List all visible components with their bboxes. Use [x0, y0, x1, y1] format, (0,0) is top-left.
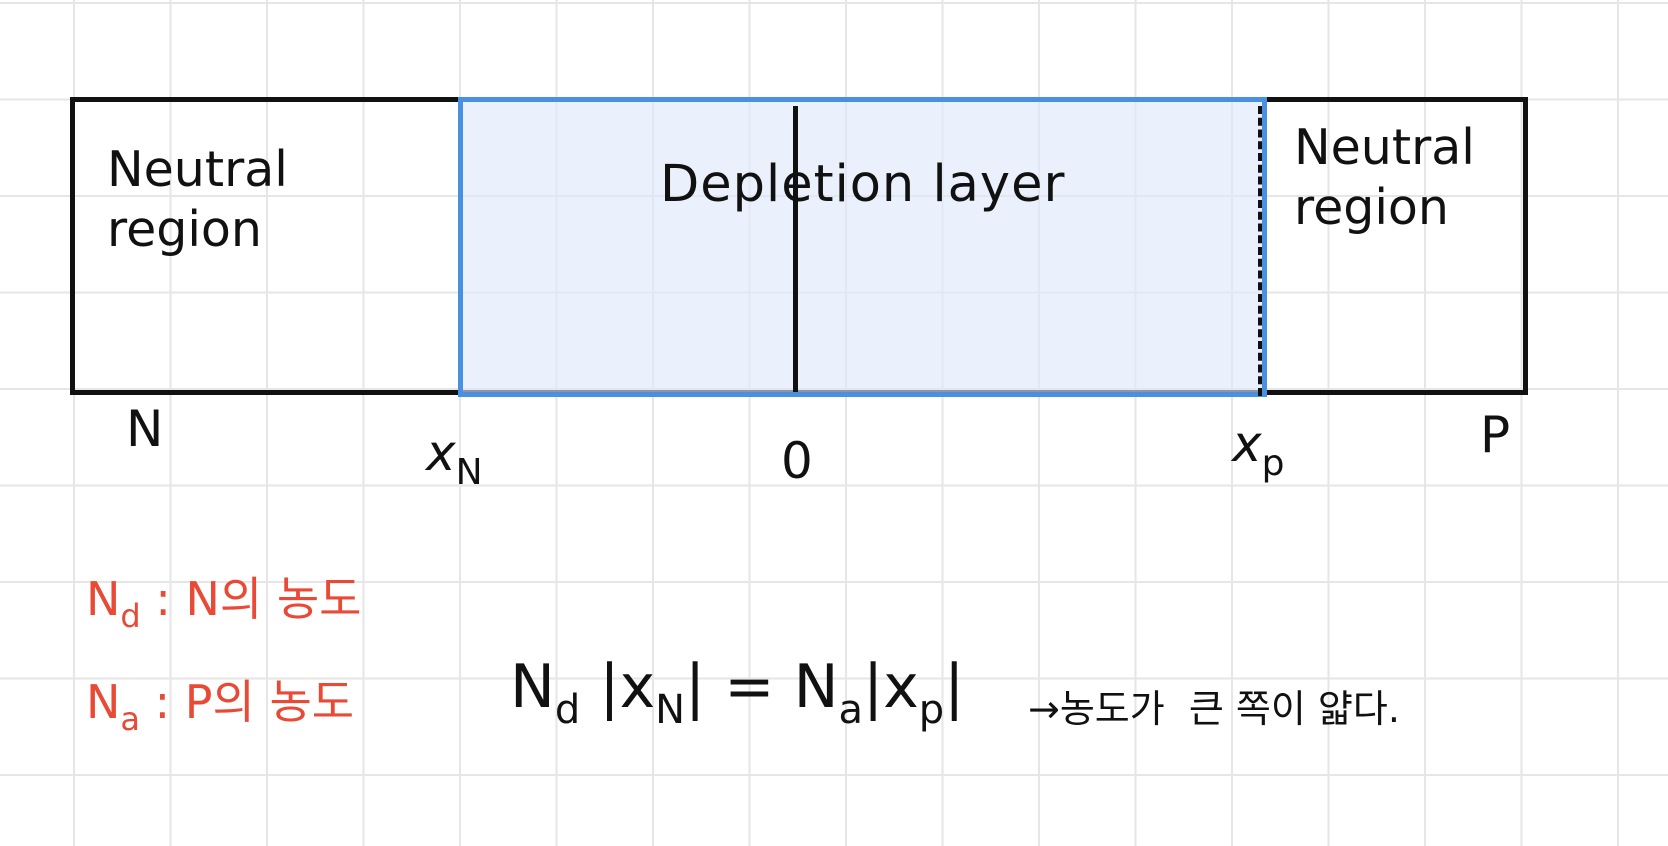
xp-symbol: x: [1232, 415, 1262, 473]
eq-part-1: N: [510, 652, 555, 722]
n-neutral-region-label: Neutral region: [107, 141, 288, 258]
eq-sub-2: N: [655, 687, 685, 733]
eq-sub-1: d: [554, 687, 581, 733]
legend-nd-symbol: N: [86, 572, 121, 626]
depletion-region-highlight: [458, 97, 1267, 397]
xp-boundary-label: xp: [1232, 419, 1284, 482]
eq-part-5: |: [944, 652, 965, 722]
metallurgical-junction-line: [793, 106, 798, 392]
n-side-label: N: [126, 400, 164, 458]
legend-nd: Nd : N의 농도: [86, 576, 361, 632]
xp-subscript: p: [1261, 443, 1285, 484]
p-side-label: P: [1480, 406, 1511, 464]
legend-na: Na : P의 농도: [86, 679, 354, 735]
legend-nd-subscript: d: [120, 597, 141, 635]
xp-boundary-dashes: [1258, 106, 1262, 396]
eq-part-3: | = N: [685, 652, 839, 722]
xn-symbol: x: [426, 424, 456, 482]
legend-nd-text: : N의 농도: [140, 572, 362, 626]
legend-na-symbol: N: [86, 675, 121, 729]
eq-part-4: |x: [863, 652, 919, 722]
xn-subscript: N: [455, 452, 483, 493]
p-neutral-region-label: Neutral region: [1294, 119, 1475, 236]
legend-na-subscript: a: [120, 700, 141, 738]
xn-boundary-label: xN: [426, 428, 483, 491]
legend-na-text: : P의 농도: [140, 675, 355, 729]
origin-label: 0: [781, 432, 813, 490]
equation-conclusion: →농도가 큰 쪽이 얇다.: [1028, 687, 1400, 731]
eq-sub-4: p: [918, 687, 945, 733]
eq-sub-3: a: [838, 687, 864, 733]
depletion-layer-label: Depletion layer: [660, 155, 1066, 214]
eq-part-2: |x: [580, 652, 656, 722]
charge-neutrality-equation: Nd |xN| = Na|xp|: [510, 657, 964, 730]
